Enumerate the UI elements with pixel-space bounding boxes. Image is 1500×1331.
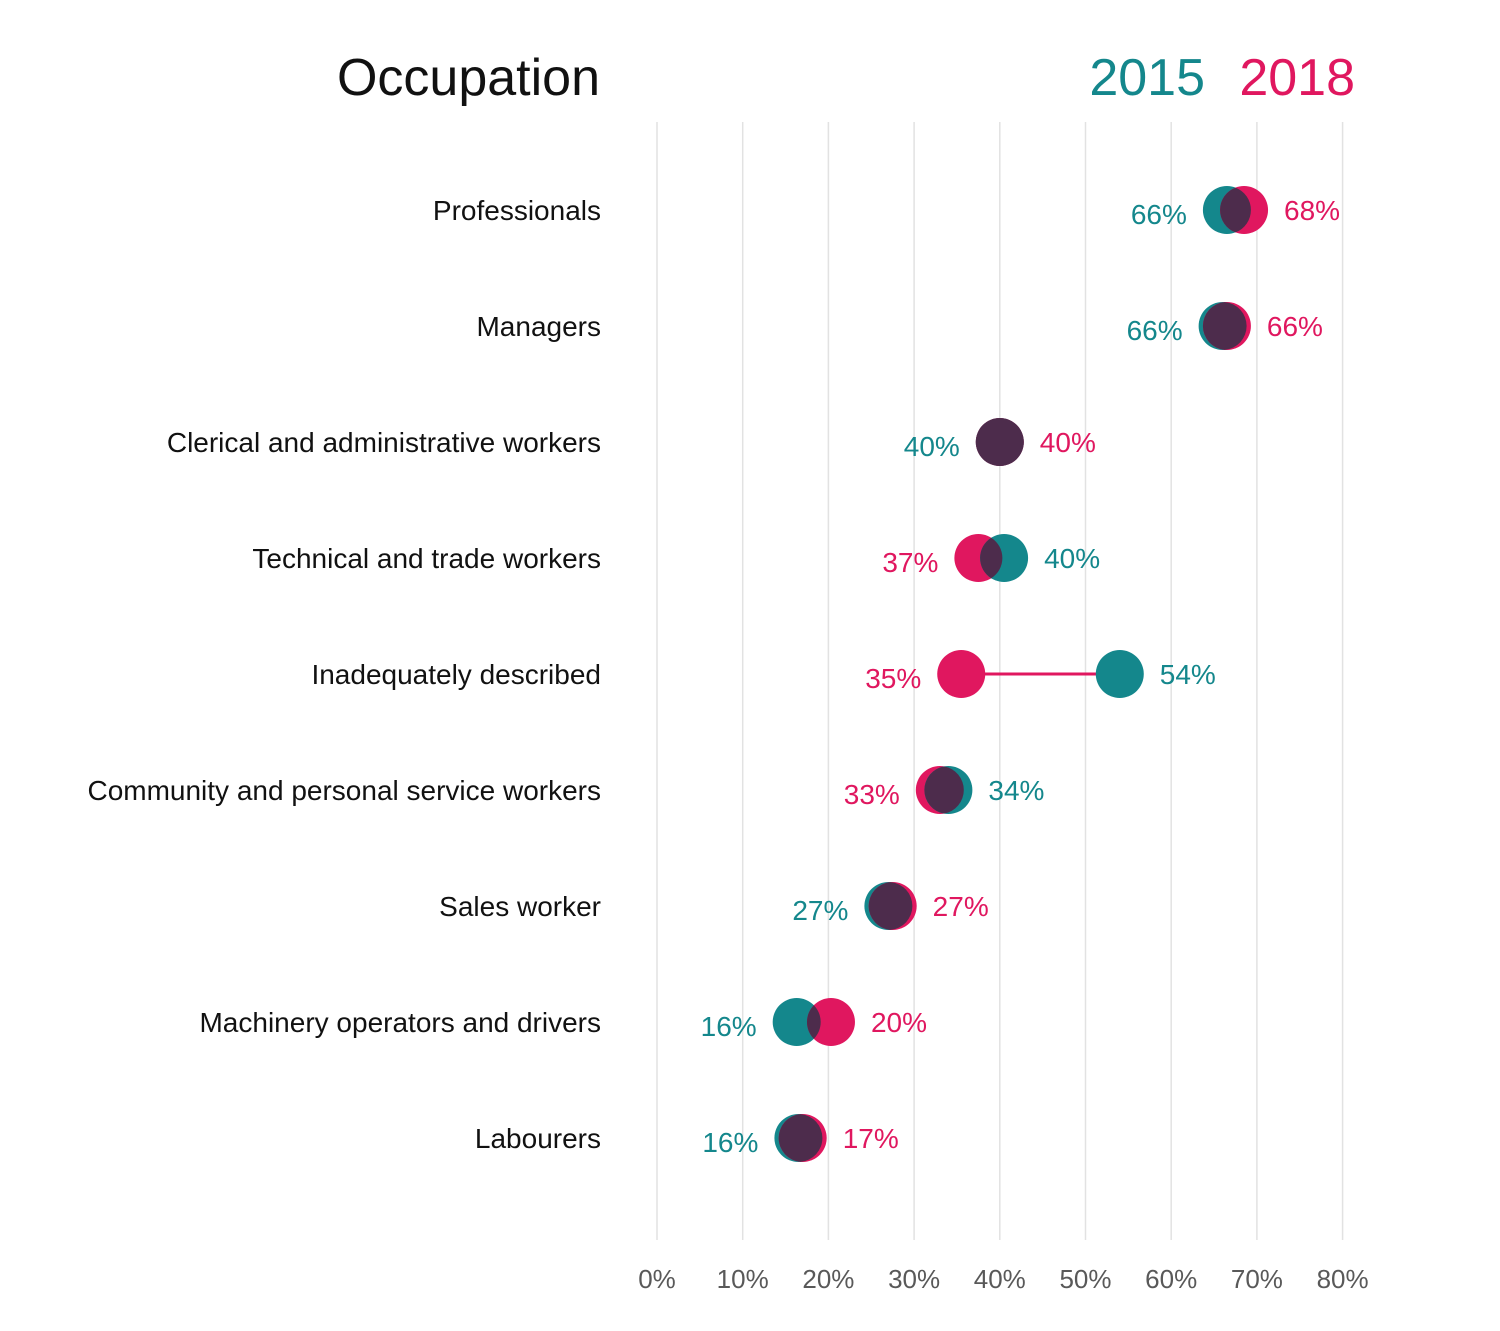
overlap-region <box>924 766 964 814</box>
data-label-2018: 66% <box>1267 311 1323 342</box>
data-label-2018: 40% <box>1040 427 1096 458</box>
overlap-region <box>975 418 1024 466</box>
category-labels: Professionals Managers Clerical and admini… <box>87 195 601 1154</box>
data-label-2018: 33% <box>844 779 900 810</box>
x-tick-label: 0% <box>638 1264 676 1294</box>
category-label: Community and personal service workers <box>87 775 601 806</box>
data-label-2018: 68% <box>1284 195 1340 226</box>
x-tick-label: 60% <box>1145 1264 1197 1294</box>
data-label-2015: 16% <box>701 1011 757 1042</box>
gridlines <box>656 122 1344 1240</box>
overlap-region <box>1220 187 1251 233</box>
data-label-2018: 27% <box>933 891 989 922</box>
data-label-2018: 35% <box>865 663 921 694</box>
data-label-2018: 20% <box>871 1007 927 1038</box>
category-label: Technical and trade workers <box>252 543 601 574</box>
overlap-region <box>980 537 1003 579</box>
category-label: Professionals <box>433 195 601 226</box>
x-tick-label: 30% <box>888 1264 940 1294</box>
overlap-region <box>806 1005 821 1039</box>
category-label: Sales worker <box>439 891 601 922</box>
x-axis-ticks: 0% 10% 20% 30% 40% 50% 60% 70% 80% <box>638 1264 1368 1294</box>
x-tick-label: 10% <box>717 1264 769 1294</box>
dot-2015 <box>772 998 821 1046</box>
category-label: Machinery operators and drivers <box>199 1007 601 1038</box>
category-label: Inadequately described <box>311 659 601 690</box>
overlap-region <box>1202 302 1247 350</box>
legend-2018: 2018 <box>1239 49 1355 107</box>
x-tick-label: 70% <box>1231 1264 1283 1294</box>
category-label: Clerical and administrative workers <box>167 427 601 458</box>
category-label: Managers <box>476 311 601 342</box>
overlap-region <box>868 882 913 930</box>
data-label-2018: 17% <box>843 1123 899 1154</box>
data-label-2015: 27% <box>792 895 848 926</box>
x-tick-label: 40% <box>974 1264 1026 1294</box>
data-label-2015: 40% <box>1044 543 1100 574</box>
data-label-2015: 66% <box>1131 199 1187 230</box>
data-label-2015: 40% <box>904 431 960 462</box>
data-label-2015: 34% <box>988 775 1044 806</box>
dot-2018 <box>937 650 986 698</box>
dot-2018 <box>806 998 855 1046</box>
data-label-2015: 66% <box>1127 315 1183 346</box>
legend-2015: 2015 <box>1089 49 1205 107</box>
x-tick-label: 50% <box>1059 1264 1111 1294</box>
data-label-2015: 54% <box>1160 659 1216 690</box>
category-label: Labourers <box>475 1123 601 1154</box>
x-tick-label: 80% <box>1317 1264 1369 1294</box>
data-marks: 66% 68% 66% 66% 40% 40% 37% 40% 35% 54% 33% 34% 27% 2… <box>701 186 1340 1162</box>
overlap-region <box>778 1114 823 1162</box>
x-tick-label: 20% <box>802 1264 854 1294</box>
dot-2015 <box>1095 650 1144 698</box>
data-label-2015: 16% <box>702 1127 758 1158</box>
data-label-2018: 37% <box>882 547 938 578</box>
chart-title: Occupation <box>337 49 600 107</box>
